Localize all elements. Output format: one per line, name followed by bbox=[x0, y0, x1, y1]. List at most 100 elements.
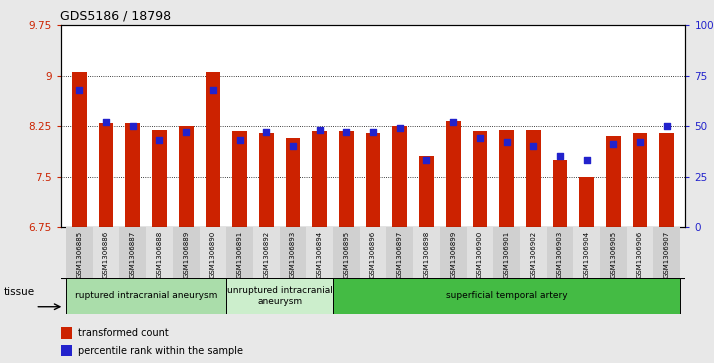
Bar bbox=[473, 131, 487, 227]
Text: percentile rank within the sample: percentile rank within the sample bbox=[79, 346, 243, 356]
Point bbox=[367, 129, 378, 135]
Text: GSM1306885: GSM1306885 bbox=[76, 231, 82, 278]
Bar bbox=[259, 133, 273, 227]
Bar bbox=[526, 130, 540, 227]
Text: tissue: tissue bbox=[4, 287, 35, 297]
Bar bbox=[66, 278, 226, 314]
Text: GSM1306906: GSM1306906 bbox=[637, 231, 643, 278]
Bar bbox=[93, 227, 119, 278]
Point bbox=[394, 125, 406, 131]
Bar bbox=[226, 227, 253, 278]
Text: GSM1306894: GSM1306894 bbox=[317, 231, 323, 278]
Bar bbox=[493, 227, 520, 278]
Text: transformed count: transformed count bbox=[79, 328, 169, 338]
Point bbox=[528, 143, 539, 149]
Bar bbox=[360, 227, 386, 278]
Bar bbox=[333, 278, 680, 314]
Point bbox=[101, 119, 112, 125]
Text: GSM1306903: GSM1306903 bbox=[557, 231, 563, 278]
Bar bbox=[61, 327, 72, 339]
Bar bbox=[520, 227, 547, 278]
Bar bbox=[606, 136, 620, 227]
Point bbox=[634, 139, 645, 145]
Bar bbox=[178, 126, 193, 227]
Bar bbox=[366, 133, 381, 227]
Bar bbox=[653, 227, 680, 278]
Point bbox=[554, 154, 565, 159]
Bar bbox=[286, 138, 301, 227]
Text: GSM1306892: GSM1306892 bbox=[263, 231, 269, 278]
Bar bbox=[66, 227, 93, 278]
Bar bbox=[232, 131, 247, 227]
Text: GSM1306902: GSM1306902 bbox=[531, 231, 536, 278]
Text: superficial temporal artery: superficial temporal artery bbox=[446, 291, 568, 300]
Bar bbox=[306, 227, 333, 278]
Text: GSM1306898: GSM1306898 bbox=[423, 231, 429, 278]
Text: GSM1306904: GSM1306904 bbox=[583, 231, 590, 278]
Bar bbox=[312, 131, 327, 227]
Bar bbox=[280, 227, 306, 278]
Text: GSM1306895: GSM1306895 bbox=[343, 231, 349, 278]
Bar bbox=[146, 227, 173, 278]
Text: GSM1306890: GSM1306890 bbox=[210, 231, 216, 278]
Text: GSM1306886: GSM1306886 bbox=[103, 231, 109, 278]
Bar bbox=[253, 227, 280, 278]
Text: GSM1306893: GSM1306893 bbox=[290, 231, 296, 278]
Text: GDS5186 / 18798: GDS5186 / 18798 bbox=[60, 10, 171, 23]
Text: GSM1306897: GSM1306897 bbox=[397, 231, 403, 278]
Bar bbox=[386, 227, 413, 278]
Bar bbox=[633, 133, 648, 227]
Point bbox=[181, 129, 192, 135]
Point bbox=[581, 158, 593, 163]
Point bbox=[608, 141, 619, 147]
Text: GSM1306889: GSM1306889 bbox=[183, 231, 189, 278]
Point bbox=[661, 123, 673, 129]
Text: GSM1306900: GSM1306900 bbox=[477, 231, 483, 278]
Bar bbox=[660, 133, 674, 227]
Point bbox=[74, 87, 85, 93]
Point bbox=[314, 127, 326, 133]
Bar bbox=[333, 227, 360, 278]
Point bbox=[421, 158, 432, 163]
Text: GSM1306896: GSM1306896 bbox=[370, 231, 376, 278]
Bar bbox=[99, 123, 114, 227]
Text: GSM1306891: GSM1306891 bbox=[236, 231, 243, 278]
Bar bbox=[226, 278, 333, 314]
Point bbox=[127, 123, 139, 129]
Point bbox=[287, 143, 298, 149]
Text: GSM1306907: GSM1306907 bbox=[664, 231, 670, 278]
Bar bbox=[440, 227, 466, 278]
Bar bbox=[339, 131, 353, 227]
Bar bbox=[553, 160, 568, 227]
Point bbox=[207, 87, 218, 93]
Bar bbox=[206, 73, 220, 227]
Bar bbox=[413, 227, 440, 278]
Bar bbox=[72, 73, 86, 227]
Bar bbox=[627, 227, 653, 278]
Text: GSM1306905: GSM1306905 bbox=[610, 231, 616, 278]
Point bbox=[501, 139, 512, 145]
Bar bbox=[547, 227, 573, 278]
Bar bbox=[173, 227, 199, 278]
Point bbox=[261, 129, 272, 135]
Bar bbox=[419, 156, 434, 227]
Bar bbox=[600, 227, 627, 278]
Point bbox=[448, 119, 459, 125]
Point bbox=[154, 137, 165, 143]
Text: GSM1306901: GSM1306901 bbox=[503, 231, 510, 278]
Bar bbox=[466, 227, 493, 278]
Bar bbox=[579, 176, 594, 227]
Text: GSM1306887: GSM1306887 bbox=[130, 231, 136, 278]
Text: unruptured intracranial
aneurysm: unruptured intracranial aneurysm bbox=[226, 286, 333, 306]
Text: ruptured intracranial aneurysm: ruptured intracranial aneurysm bbox=[75, 291, 217, 300]
Bar bbox=[446, 122, 461, 227]
Bar bbox=[573, 227, 600, 278]
Bar bbox=[499, 130, 514, 227]
Bar bbox=[152, 130, 167, 227]
Bar bbox=[119, 227, 146, 278]
Bar bbox=[393, 126, 407, 227]
Text: GSM1306899: GSM1306899 bbox=[450, 231, 456, 278]
Bar bbox=[126, 123, 140, 227]
Bar bbox=[61, 345, 72, 356]
Point bbox=[234, 137, 246, 143]
